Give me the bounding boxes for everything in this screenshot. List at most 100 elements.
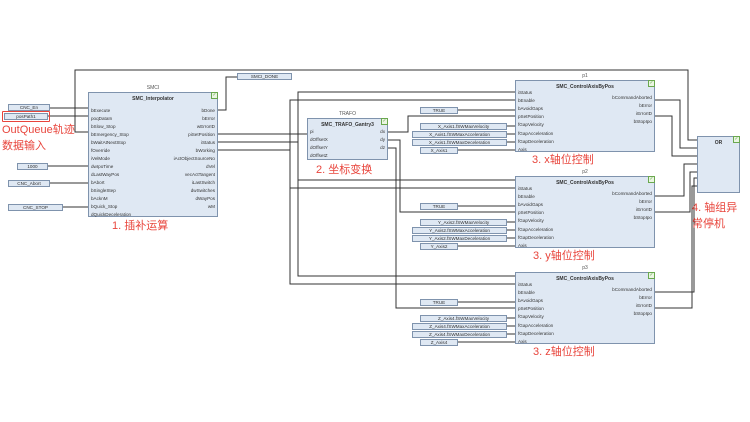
var-cnc-en[interactable]: CNC_En bbox=[8, 104, 50, 111]
note-outqueue: OutQueue轨迹 bbox=[2, 124, 75, 136]
output-pin: dwSwitches bbox=[190, 188, 215, 193]
block-p1[interactable]: p1 SMC_ControlAxisByPos iStatus bEnable bAvo… bbox=[515, 73, 655, 152]
note-x-axis: 3. x轴位控制 bbox=[532, 154, 594, 166]
input-pin: iStatus bbox=[518, 90, 533, 95]
note-group-stop-2: 常停机 bbox=[692, 218, 725, 230]
input-pin: fGapVelocity bbox=[518, 218, 544, 224]
block-instance-name: p1 bbox=[582, 73, 588, 79]
var-true-x[interactable]: TRUE bbox=[420, 107, 458, 114]
input-pin: fGapDeceleration bbox=[518, 138, 554, 144]
output-pin: bError bbox=[639, 199, 652, 204]
input-pin: dLastWayPos bbox=[91, 172, 120, 177]
input-pin: bQuick_Stop bbox=[91, 204, 118, 209]
block-instance-name: TRAFO bbox=[339, 111, 356, 117]
input-pin: dQuickDeceleration bbox=[91, 212, 132, 217]
var-z-dec[interactable]: Z_Axis4.fSWMaxDeceleration bbox=[412, 331, 507, 338]
check-icon: ✓ bbox=[648, 176, 655, 183]
input-pin: Axis bbox=[518, 242, 527, 248]
output-pin: bStopIpo bbox=[633, 215, 652, 220]
output-pin: iLastSwitch bbox=[191, 180, 215, 185]
output-pin: dx bbox=[380, 129, 385, 134]
input-pin: iStatus bbox=[518, 282, 533, 287]
note-interpolation: 1. 插补运算 bbox=[112, 220, 169, 232]
input-pin: iVelMode bbox=[91, 156, 110, 161]
input-pin: bEnable bbox=[518, 194, 535, 200]
input-pin: bAvoidGaps bbox=[518, 106, 543, 112]
input-pin: poqDataIn bbox=[91, 116, 113, 121]
var-smci-done[interactable]: SMCI_DONE bbox=[237, 73, 292, 80]
input-pin: fGapVelocity bbox=[518, 122, 544, 128]
input-pin: fGapAcceleration bbox=[518, 226, 554, 232]
input-pin: dOffsetZ bbox=[310, 153, 328, 158]
var-y-dec[interactable]: Y_Axis2.fSWMaxDeceleration bbox=[412, 235, 507, 242]
input-pin: bEnable bbox=[518, 290, 535, 296]
input-pin: pSetPosition bbox=[518, 210, 544, 216]
block-type-title: SMC_TRAFO_Gantry3 bbox=[321, 122, 374, 128]
check-icon: ✓ bbox=[733, 136, 740, 143]
note-group-stop-1: 4. 轴组异 bbox=[692, 202, 738, 214]
var-y-axis[interactable]: Y_Axis2 bbox=[420, 243, 458, 250]
input-pin: bEnable bbox=[518, 98, 535, 104]
input-pin: fGapDeceleration bbox=[518, 234, 554, 240]
input-pin: Axis bbox=[518, 146, 527, 152]
input-pin: bSlow_Stop bbox=[91, 124, 116, 129]
input-pin: bSingleStep bbox=[91, 188, 116, 193]
input-pin: fGapAcceleration bbox=[518, 130, 554, 136]
input-pin: dOffsetY bbox=[310, 145, 328, 150]
block-p3[interactable]: p3 SMC_ControlAxisByPos iStatus bEnable bAvo… bbox=[515, 265, 655, 344]
output-pin: bDone bbox=[201, 108, 215, 113]
var-x-acc[interactable]: X_Axis1.fSWMaxAcceleration bbox=[412, 131, 507, 138]
highlight-box bbox=[2, 111, 50, 122]
block-smci[interactable]: SMCI SMC_Interpolator bExecute poqDataIn bSl… bbox=[88, 85, 218, 217]
var-true-y[interactable]: TRUE bbox=[420, 203, 458, 210]
output-pin: wErrorID bbox=[196, 124, 215, 129]
var-x-dec[interactable]: X_Axis1.fSWMaxDeceleration bbox=[412, 139, 507, 146]
var-pospath[interactable]: posPath1 bbox=[4, 113, 48, 120]
var-true-z[interactable]: TRUE bbox=[420, 299, 458, 306]
block-instance-name: SMCI bbox=[146, 85, 160, 91]
output-pin: dWayPos bbox=[195, 196, 216, 201]
block-p2[interactable]: p2 SMC_ControlAxisByPos iStatus bEnable bAvo… bbox=[515, 169, 655, 248]
block-trafo[interactable]: TRAFO SMC_TRAFO_Gantry3 pi dOffsetX dOffsetY… bbox=[307, 111, 388, 160]
output-pin: iErrorID bbox=[636, 207, 652, 212]
input-pin: bExecute bbox=[91, 108, 111, 113]
input-pin: dwIpoTime bbox=[91, 164, 114, 169]
var-z-acc[interactable]: Z_Axis4.fSWMaxAcceleration bbox=[412, 323, 507, 330]
output-pin: vecActTangent bbox=[184, 172, 215, 177]
input-pin: pi bbox=[310, 129, 314, 134]
block-type-title: SMC_ControlAxisByPos bbox=[556, 84, 614, 90]
input-pin: bEmergency_Stop bbox=[91, 132, 129, 137]
output-pin: wM bbox=[207, 204, 215, 209]
input-pin: iStatus bbox=[518, 186, 533, 191]
output-pin: iStatus bbox=[200, 140, 215, 145]
block-instance-name: p2 bbox=[582, 169, 588, 175]
input-pin: bAbort bbox=[91, 180, 105, 185]
output-pin: bError bbox=[639, 295, 652, 300]
var-cnc-stop[interactable]: CNC_STOP bbox=[8, 204, 63, 211]
note-z-axis: 3. z轴位控制 bbox=[533, 346, 595, 358]
input-pin: fGapVelocity bbox=[518, 314, 544, 320]
check-icon: ✓ bbox=[211, 92, 218, 99]
var-z-axis[interactable]: Z_Axis4 bbox=[420, 339, 458, 346]
block-instance-name: p3 bbox=[582, 265, 588, 271]
output-pin: bCommandAborted bbox=[612, 191, 652, 196]
var-y-acc[interactable]: Y_Axis2.fSWMaxAcceleration bbox=[412, 227, 507, 234]
input-pin: fOverride bbox=[91, 148, 110, 153]
var-z-vel[interactable]: Z_Axis4.fSWMaxVelocity bbox=[420, 315, 507, 322]
output-pin: iErrorID bbox=[636, 303, 652, 308]
var-x-axis[interactable]: X_Axis1 bbox=[420, 147, 458, 154]
var-1000[interactable]: 1000 bbox=[17, 163, 48, 170]
output-pin: iActObjectSourceNo bbox=[173, 156, 215, 161]
output-pin: bStopIpo bbox=[633, 311, 652, 316]
output-pin: dVel bbox=[206, 164, 215, 169]
input-pin: pSetPosition bbox=[518, 114, 544, 120]
var-y-vel[interactable]: Y_Axis2.fSWMaxVelocity bbox=[420, 219, 507, 226]
block-or[interactable]: OR ✓ bbox=[697, 136, 740, 193]
check-icon: ✓ bbox=[381, 118, 388, 125]
var-x-vel[interactable]: X_Axis1.fSWMaxVelocity bbox=[420, 123, 507, 130]
input-pin: bWaitAtNextStop bbox=[91, 140, 126, 145]
input-pin: bAvoidGaps bbox=[518, 298, 543, 304]
var-cnc-abort[interactable]: CNC_Abort bbox=[8, 180, 50, 187]
note-trafo: 2. 坐标变换 bbox=[316, 164, 373, 176]
